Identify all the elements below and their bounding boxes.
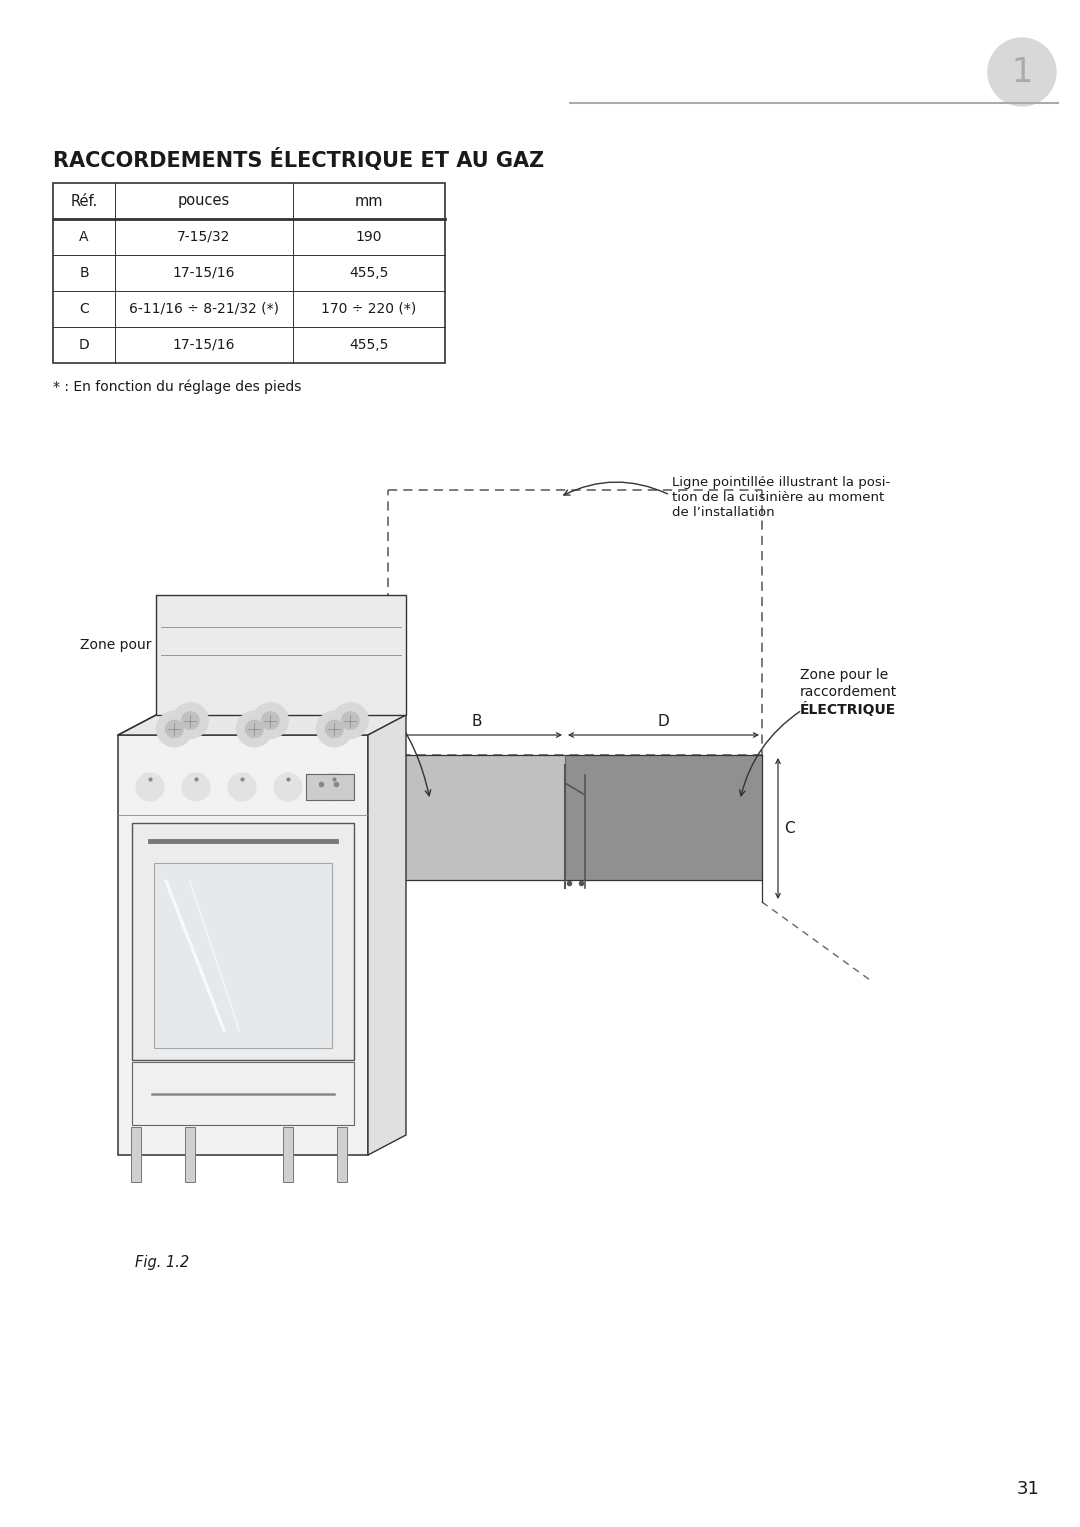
Circle shape: [341, 712, 360, 730]
Text: 17-15/16: 17-15/16: [173, 337, 235, 353]
Text: Fig. 1.2: Fig. 1.2: [135, 1255, 189, 1270]
Circle shape: [316, 712, 352, 747]
Circle shape: [157, 712, 192, 747]
Text: ÉLECTRIQUE: ÉLECTRIQUE: [800, 702, 896, 718]
Bar: [185, 1127, 195, 1182]
Circle shape: [228, 773, 256, 802]
Text: 6-11/16 ÷ 8-21/32 (*): 6-11/16 ÷ 8-21/32 (*): [129, 302, 279, 316]
Bar: [53, 183, 445, 363]
Bar: [283, 1127, 293, 1182]
Text: pouces: pouces: [178, 194, 230, 209]
Circle shape: [333, 702, 368, 739]
Text: 31: 31: [1016, 1480, 1039, 1498]
Circle shape: [253, 702, 288, 739]
Polygon shape: [565, 754, 762, 880]
Bar: [132, 1061, 354, 1125]
Text: Ligne pointillée illustrant la posi-: Ligne pointillée illustrant la posi-: [672, 476, 890, 489]
Circle shape: [136, 773, 164, 802]
Text: 7-15/32: 7-15/32: [177, 231, 231, 244]
Text: B: B: [79, 266, 89, 279]
Text: 17-15/16: 17-15/16: [173, 266, 235, 279]
Text: C: C: [784, 822, 795, 835]
Text: 190: 190: [355, 231, 382, 244]
Text: B: B: [471, 715, 482, 728]
Circle shape: [261, 712, 280, 730]
Text: 455,5: 455,5: [349, 266, 389, 279]
Text: mm: mm: [354, 194, 383, 209]
Text: A: A: [360, 809, 370, 825]
Text: Zone pour le: Zone pour le: [800, 667, 888, 683]
Bar: [131, 1127, 141, 1182]
Circle shape: [320, 773, 348, 802]
Circle shape: [245, 721, 264, 738]
Bar: [132, 823, 354, 1060]
Text: D: D: [79, 337, 90, 353]
Circle shape: [237, 712, 272, 747]
Polygon shape: [118, 715, 406, 734]
Circle shape: [988, 38, 1056, 105]
Text: raccordement: raccordement: [800, 686, 897, 699]
Circle shape: [181, 712, 200, 730]
Text: de l’installation: de l’installation: [672, 505, 774, 519]
Text: D: D: [658, 715, 670, 728]
Bar: [306, 774, 354, 800]
Circle shape: [165, 721, 184, 738]
Bar: [118, 734, 368, 1154]
Text: 455,5: 455,5: [349, 337, 389, 353]
Text: Réf.: Réf.: [70, 194, 97, 209]
Text: Zone pour le raccordement au GAZ: Zone pour le raccordement au GAZ: [80, 638, 326, 652]
Text: A: A: [79, 231, 89, 244]
Polygon shape: [368, 715, 406, 1154]
Text: 1: 1: [1011, 55, 1032, 89]
Circle shape: [183, 773, 210, 802]
Circle shape: [173, 702, 208, 739]
Circle shape: [274, 773, 302, 802]
Text: * : En fonction du réglage des pieds: * : En fonction du réglage des pieds: [53, 379, 301, 394]
Text: 170 ÷ 220 (*): 170 ÷ 220 (*): [322, 302, 417, 316]
Text: RACCORDEMENTS ÉLECTRIQUE ET AU GAZ: RACCORDEMENTS ÉLECTRIQUE ET AU GAZ: [53, 148, 544, 171]
Bar: [156, 596, 406, 715]
Text: C: C: [79, 302, 89, 316]
Circle shape: [325, 721, 343, 738]
Text: tion de la cuisinière au moment: tion de la cuisinière au moment: [672, 492, 885, 504]
Bar: [154, 863, 332, 1048]
Polygon shape: [388, 754, 565, 880]
Bar: [337, 1127, 347, 1182]
